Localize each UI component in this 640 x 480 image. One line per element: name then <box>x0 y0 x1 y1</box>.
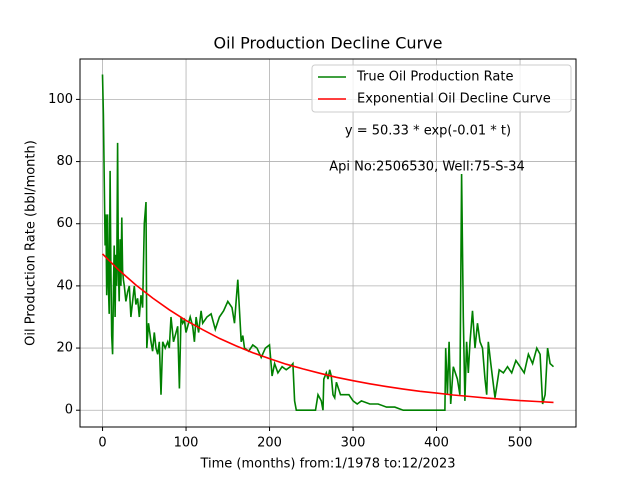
x-tick-label: 0 <box>98 436 106 451</box>
y-tick-label: 80 <box>56 154 73 169</box>
series-line <box>101 74 555 411</box>
y-tick-label: 100 <box>48 92 73 107</box>
legend-box <box>311 64 572 113</box>
x-tick-label: 400 <box>424 436 449 451</box>
chart-title: Oil Production Decline Curve <box>214 34 443 53</box>
series-line <box>101 253 554 404</box>
x-tick-label: 100 <box>174 436 199 451</box>
y-axis-label: Oil Production Rate (bbl/month) <box>24 140 39 346</box>
x-tick-label: 200 <box>257 436 282 451</box>
annotation: y = 50.33 * exp(-0.01 * t) <box>345 124 511 139</box>
x-axis-label: Time (months) from:1/1978 to:12/2023 <box>199 457 455 472</box>
y-tick-label: 20 <box>56 341 73 356</box>
x-tick-label: 500 <box>508 436 533 451</box>
y-tick-label: 40 <box>56 278 73 293</box>
plot-frame <box>79 58 577 428</box>
y-tick-label: 0 <box>65 403 73 418</box>
annotation: Api No:2506530, Well:75-S-34 <box>329 160 525 175</box>
legend-label: True Oil Production Rate <box>356 70 513 85</box>
legend-label: Exponential Oil Decline Curve <box>357 92 551 107</box>
y-tick-label: 60 <box>56 216 73 231</box>
x-tick-label: 300 <box>341 436 366 451</box>
